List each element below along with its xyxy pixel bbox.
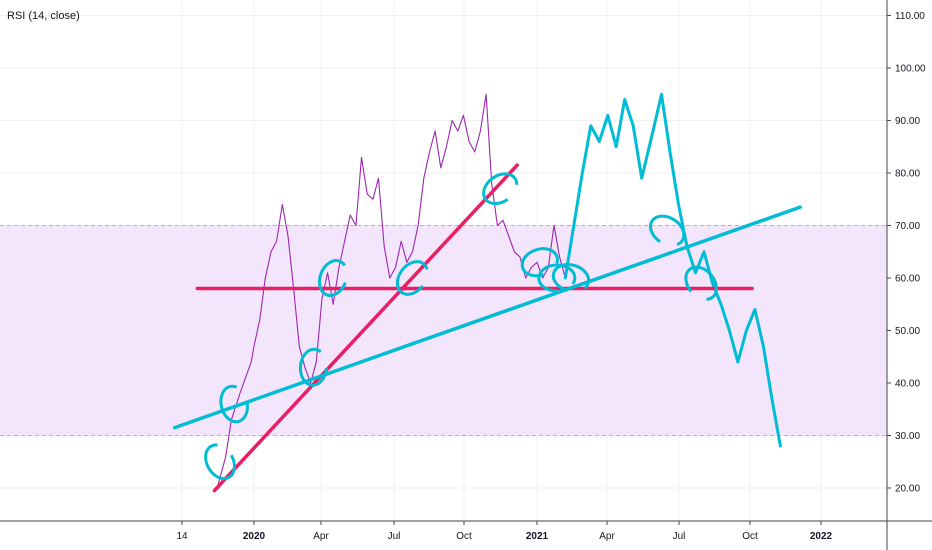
circle-annotation <box>298 347 328 387</box>
circle-annotation <box>551 263 591 293</box>
x-tick-label: 2020 <box>243 531 266 542</box>
x-tick-label: Jul <box>388 531 401 542</box>
circle-annotation <box>219 384 249 424</box>
x-tick-label: 2021 <box>526 531 549 542</box>
circle-annotation <box>395 260 430 296</box>
trendline-layer <box>173 163 802 493</box>
x-tick-label: Apr <box>313 531 329 542</box>
y-tick-label: 60.00 <box>895 274 920 285</box>
x-tick-label: 2022 <box>810 531 833 542</box>
circle-annotation <box>482 172 519 206</box>
drawn-rsi-curve <box>563 92 782 448</box>
overbought-oversold-band <box>0 225 887 436</box>
x-tick-label: Oct <box>742 531 758 542</box>
circle-annotation <box>317 259 349 297</box>
support-trendline <box>173 205 802 430</box>
y-tick-label: 40.00 <box>895 379 920 390</box>
circle-annotation <box>537 263 577 293</box>
y-tick-label: 30.00 <box>895 431 920 442</box>
rising-trendline <box>212 163 519 493</box>
indicator-title: RSI (14, close) <box>7 10 80 22</box>
x-axis-tick-labels: 14 2020 Apr Jul Oct 2021 Apr Jul Oct 2022 <box>176 521 833 542</box>
circle-annotation <box>204 443 236 481</box>
x-tick-label: 14 <box>176 531 188 542</box>
x-tick-label: Jul <box>673 531 686 542</box>
y-tick-label: 100.00 <box>895 64 926 75</box>
y-tick-label: 20.00 <box>895 484 920 495</box>
circle-annotation <box>649 214 686 247</box>
y-tick-label: 110.00 <box>895 11 925 22</box>
rsi-line <box>216 93 566 489</box>
circle-annotation <box>684 265 718 301</box>
x-tick-label: Apr <box>599 531 615 542</box>
y-tick-label: 90.00 <box>895 116 920 127</box>
circle-annotation <box>520 247 559 278</box>
y-axis-tick-labels: 20.00 30.00 40.00 50.00 60.00 70.00 80.00 90.00… <box>887 11 926 495</box>
y-tick-label: 80.00 <box>895 169 920 180</box>
y-tick-label: 70.00 <box>895 221 920 232</box>
annotation-layer <box>204 172 718 481</box>
x-tick-label: Oct <box>456 531 472 542</box>
y-tick-label: 50.00 <box>895 326 920 337</box>
series-layer <box>216 92 782 489</box>
